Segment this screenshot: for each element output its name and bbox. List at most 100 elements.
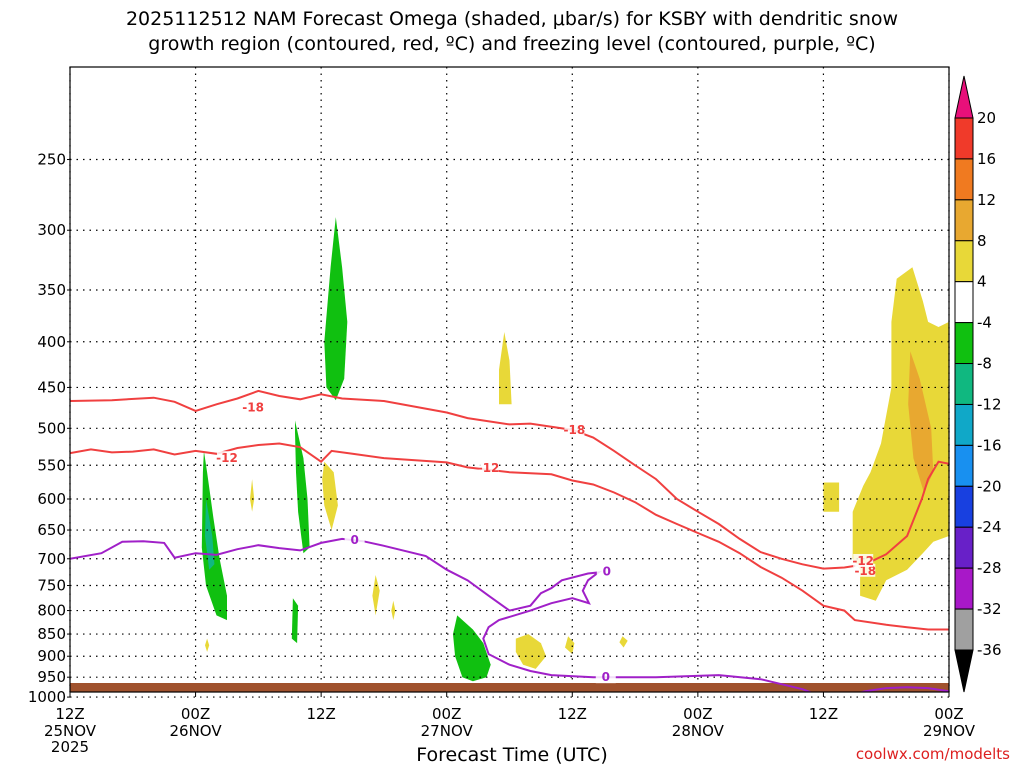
x-year-label: 2025 (51, 738, 89, 756)
omega-region-5 (453, 615, 491, 682)
colorbar-band-1 (954, 158, 974, 201)
colorbar-label-2: 12 (977, 191, 996, 209)
y-tick-label-850: 850 (37, 625, 66, 643)
colorbar-label-13: -36 (977, 641, 1002, 659)
colorbar-band-8 (954, 444, 974, 487)
omega-region-3 (295, 420, 310, 554)
colorbar-band-0 (954, 117, 974, 160)
y-tick-label-500: 500 (37, 419, 66, 437)
x-tick-label-72: 12Z (809, 705, 838, 723)
colorbar-band-4 (954, 281, 974, 324)
colorbar-label-1: 16 (977, 150, 996, 168)
contour-label-bg-0-1 (596, 564, 617, 578)
omega-region-2 (205, 499, 215, 570)
x-tick-label-36: 00Z (432, 705, 461, 723)
plot-frame (69, 66, 950, 693)
colorbar-label-8: -16 (977, 436, 1002, 454)
contour-label--12-0: -12 (216, 451, 238, 465)
omega-region-4 (291, 598, 299, 644)
contour-label-bg-0-2 (595, 670, 616, 684)
colorbar-band-5 (954, 322, 974, 365)
x-tick-label-48: 12Z (558, 705, 587, 723)
colorbar-label-4: 4 (977, 273, 987, 291)
x-tick-label-84: 00Z (934, 705, 963, 723)
contour-label-0-2: 0 (602, 670, 610, 684)
omega-region-11 (205, 638, 210, 652)
colorbar-label-6: -8 (977, 355, 992, 373)
omega-region-10 (391, 600, 396, 621)
y-tick-label-800: 800 (37, 602, 66, 620)
contour-label--12-2: -12 (852, 554, 874, 568)
omega-region-17 (908, 351, 934, 493)
omega-region-14 (619, 636, 628, 648)
contour-label--18-2: -18 (854, 564, 876, 578)
x-tick-label-60: 00Z (683, 705, 712, 723)
contour-label-0-1: 0 (603, 564, 611, 578)
y-tick-label-700: 700 (37, 550, 66, 568)
contour-label-bg--12-1 (478, 461, 499, 475)
y-tick-label-300: 300 (37, 221, 66, 239)
omega-region-7 (322, 461, 338, 530)
omega-region-12 (515, 634, 547, 669)
ground-band (70, 683, 949, 692)
omega-region-8 (250, 479, 255, 512)
y-tick-label-650: 650 (37, 521, 66, 539)
contour-label-0-0: 0 (350, 533, 358, 547)
colorbar-band-12 (954, 608, 974, 651)
y-tick-label-250: 250 (37, 151, 66, 169)
x-date-label-84: 29NOV (923, 722, 976, 740)
contour-label-bg--18-2 (855, 563, 876, 577)
y-tick-label-1000: 1000 (28, 688, 66, 706)
colorbar-band-6 (954, 363, 974, 405)
colorbar-label-0: 20 (977, 109, 996, 127)
y-tick-label-900: 900 (37, 647, 66, 665)
contour--12 (70, 442, 949, 631)
x-tick-label-0: 12Z (55, 705, 84, 723)
colorbar-band-11 (954, 567, 974, 610)
x-date-label-12: 26NOV (170, 722, 223, 740)
x-date-label-36: 27NOV (421, 722, 474, 740)
omega-region-16 (852, 267, 949, 601)
colorbar-label-3: 8 (977, 232, 987, 250)
contour-0b (858, 686, 949, 692)
contour-label--18-0: -18 (242, 401, 264, 415)
colorbar-label-11: -28 (977, 559, 1002, 577)
contour-label-bg--18-0 (243, 400, 264, 414)
colorbar-bottom-triangle (954, 649, 974, 693)
y-tick-label-350: 350 (37, 281, 66, 299)
y-tick-label-600: 600 (37, 490, 66, 508)
omega-region-1 (201, 450, 227, 621)
colorbar-label-9: -20 (977, 477, 1002, 495)
y-tick-label-950: 950 (37, 668, 66, 686)
contour-label--18-1: -18 (564, 423, 586, 437)
chart-title-line1: 2025112512 NAM Forecast Omega (shaded, μ… (125, 8, 899, 30)
colorbar-band-10 (954, 526, 974, 569)
omega-region-15 (823, 482, 840, 512)
x-date-label-60: 28NOV (672, 722, 725, 740)
colorbar-top-triangle (954, 75, 974, 119)
omega-region-9 (372, 575, 380, 616)
credit-text: coolwx.com/modelts (855, 745, 1010, 763)
y-tick-label-450: 450 (37, 378, 66, 396)
colorbar-label-12: -32 (977, 600, 1002, 618)
contour-label-bg--18-1 (564, 422, 585, 436)
y-tick-label-750: 750 (37, 577, 66, 595)
x-axis-label: Forecast Time (UTC) (416, 744, 608, 766)
contour-label-bg--12-0 (216, 451, 237, 465)
contour-label-bg-0-0 (344, 533, 365, 547)
colorbar-label-5: -4 (977, 314, 992, 332)
contour-label-bg--12-2 (853, 553, 874, 567)
y-tick-label-400: 400 (37, 333, 66, 351)
x-tick-label-24: 12Z (306, 705, 335, 723)
omega-region-6 (499, 332, 512, 405)
colorbar-label-10: -24 (977, 518, 1002, 536)
omega-region-13 (565, 636, 575, 655)
colorbar-band-3 (954, 240, 974, 283)
colorbar-band-9 (954, 485, 974, 528)
omega-region-0 (324, 217, 348, 401)
colorbar-band-7 (954, 403, 974, 446)
colorbar-band-2 (954, 199, 974, 242)
x-date-label-0: 25NOV (44, 722, 97, 740)
colorbar-label-7: -12 (977, 395, 1002, 413)
